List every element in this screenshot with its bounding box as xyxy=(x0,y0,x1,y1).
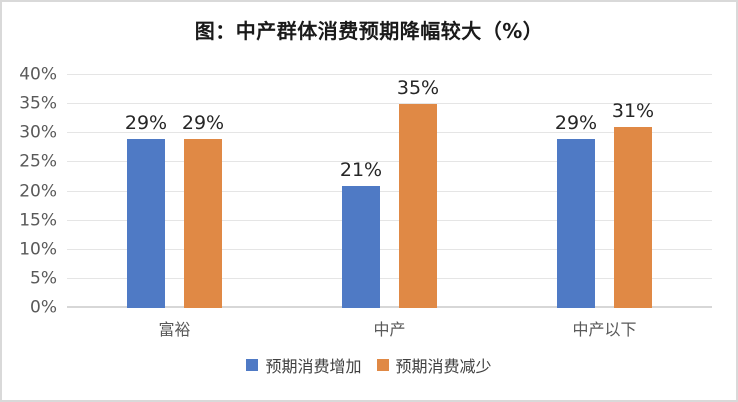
legend-swatch xyxy=(246,359,259,371)
bar-series-2: 31% xyxy=(612,100,654,308)
data-label: 35% xyxy=(396,77,440,100)
gridline xyxy=(67,190,712,192)
legend-label: 预期消费减少 xyxy=(395,357,492,376)
data-label: 29% xyxy=(554,112,598,135)
y-axis-tick-label: 0% xyxy=(30,297,57,318)
x-axis-category-label: 富裕 xyxy=(158,320,191,339)
y-axis-tick-label: 40% xyxy=(19,64,57,85)
data-label: 31% xyxy=(611,100,655,123)
gridline xyxy=(67,161,712,163)
plot-area: 29% 29% 21% 35% 29% 31% xyxy=(67,74,712,308)
y-axis-tick-label: 20% xyxy=(19,181,57,201)
bar-series-1: 29% xyxy=(125,112,167,308)
legend-item: 预期消费增加 xyxy=(246,353,362,377)
bar-group: 29% 31% xyxy=(497,75,712,308)
y-axis: 0% 5% 10% 15% 20% 25% 30% 35% 40% xyxy=(2,66,57,316)
gridline xyxy=(67,74,712,75)
y-axis-tick-label: 25% xyxy=(19,151,57,172)
data-label: 29% xyxy=(124,112,168,135)
y-axis-tick-label: 10% xyxy=(19,239,57,260)
bar-series-2: 35% xyxy=(397,77,439,308)
gridline xyxy=(67,248,712,250)
bar-group: 29% 29% xyxy=(67,75,282,308)
y-axis-tick-label: 35% xyxy=(19,93,57,114)
gridline xyxy=(67,219,712,221)
x-axis-line xyxy=(67,306,712,308)
data-label: 21% xyxy=(339,158,383,181)
gridline xyxy=(67,132,712,134)
chart-title: 图：中产群体消费预期降幅较大（%） xyxy=(194,19,544,43)
y-axis-tick-label: 15% xyxy=(19,210,57,231)
bar-series-1: 21% xyxy=(340,159,382,308)
y-axis-tick-label: 5% xyxy=(30,268,57,289)
x-axis: 富裕 中产 中产以下 xyxy=(67,316,712,340)
gridline xyxy=(67,277,712,279)
legend-swatch xyxy=(376,359,389,371)
gridline xyxy=(67,103,712,105)
bar-series-2: 29% xyxy=(182,112,224,308)
x-axis-category-label: 中产 xyxy=(373,320,406,339)
y-axis-tick-label: 30% xyxy=(19,122,57,143)
legend-item: 预期消费减少 xyxy=(376,353,492,377)
bar-group: 21% 35% xyxy=(282,75,497,308)
data-label: 29% xyxy=(181,112,225,135)
bar-series-1: 29% xyxy=(555,112,597,308)
legend: 预期消费增加 预期消费减少 xyxy=(2,353,736,377)
legend-label: 预期消费增加 xyxy=(265,357,362,376)
x-axis-category-label: 中产以下 xyxy=(572,320,637,339)
